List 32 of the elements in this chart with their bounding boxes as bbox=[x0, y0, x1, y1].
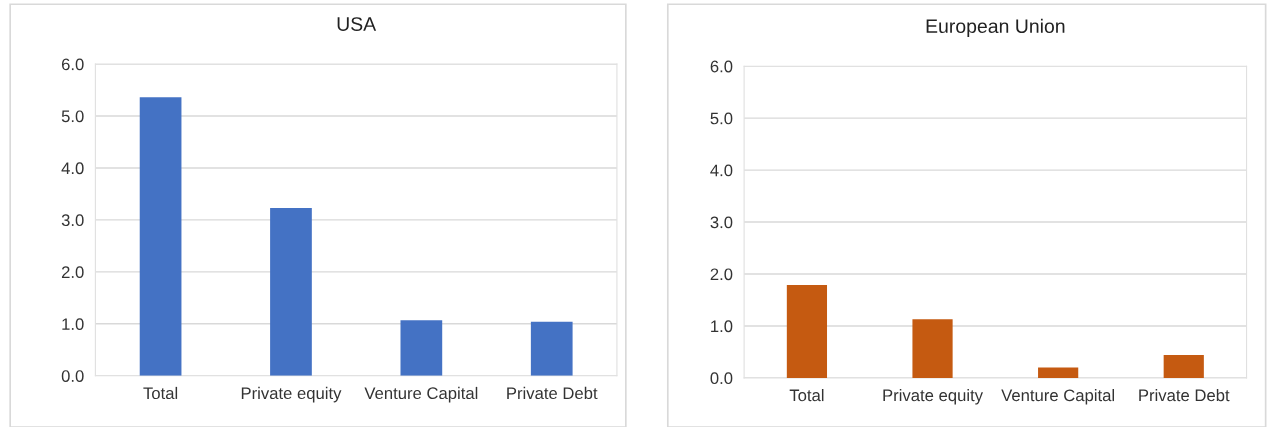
y-tick-label: 3.0 bbox=[710, 216, 733, 229]
y-tick-label: 6.0 bbox=[710, 60, 733, 73]
chart-title: European Union bbox=[926, 18, 1065, 37]
y-tick-label: 1.0 bbox=[711, 320, 733, 333]
bar bbox=[912, 319, 953, 378]
y-tick-label: 2.0 bbox=[710, 268, 733, 281]
x-tick-label: Private equity bbox=[883, 389, 983, 405]
y-tick-label: 5.0 bbox=[710, 112, 733, 125]
y-tick-label: 0.0 bbox=[61, 370, 84, 382]
bar bbox=[786, 284, 828, 378]
y-tick-label: 0.0 bbox=[710, 372, 733, 385]
bar bbox=[1038, 367, 1079, 378]
y-tick-label: 3.0 bbox=[61, 214, 84, 227]
x-tick-label: Total bbox=[143, 386, 178, 400]
x-tick-label: Venture Capital bbox=[1001, 389, 1115, 405]
bar bbox=[530, 321, 573, 376]
x-tick-label: Total bbox=[789, 389, 824, 402]
bar bbox=[270, 207, 312, 376]
x-tick-label: Private Debt bbox=[507, 386, 598, 400]
x-tick-label: Private equity bbox=[241, 386, 342, 403]
bar bbox=[139, 97, 182, 376]
bar bbox=[400, 320, 443, 376]
y-tick-label: 5.0 bbox=[61, 110, 84, 123]
x-tick-label: Venture Capital bbox=[364, 386, 478, 403]
y-tick-label: 4.0 bbox=[710, 164, 733, 177]
y-tick-label: 1.0 bbox=[62, 318, 84, 331]
y-tick-label: 2.0 bbox=[61, 266, 84, 279]
x-tick-label: Private Debt bbox=[1139, 389, 1230, 402]
y-tick-label: 6.0 bbox=[61, 58, 84, 71]
y-tick-label: 4.0 bbox=[61, 162, 84, 175]
chart-title: USA bbox=[337, 17, 377, 31]
bar bbox=[1163, 355, 1204, 378]
